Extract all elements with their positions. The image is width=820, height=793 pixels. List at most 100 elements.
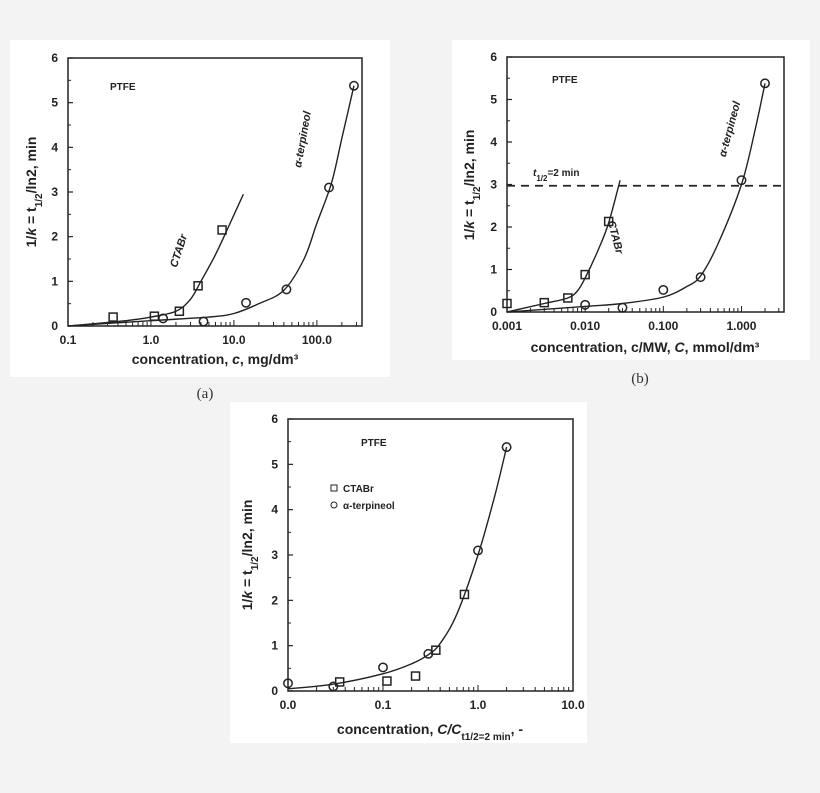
x-axis-label: concentration, c/MW, C, mmol/dm³: [531, 339, 760, 355]
y-axis-label-part: = t: [239, 570, 255, 591]
y-axis-label-part: 1/: [23, 236, 39, 248]
fit-curve: [506, 83, 766, 313]
y-tick-label: 0: [271, 684, 278, 698]
y-tick-label: 5: [51, 96, 58, 110]
y-axis-label-part: /ln2, min: [461, 130, 477, 187]
series-alpha-terpineol: [580, 78, 770, 313]
x-axis-label-part: t1/2=2 min: [461, 732, 510, 743]
fit-curve: [287, 446, 508, 690]
x-tick-label: 0.0: [280, 698, 297, 712]
x-tick-label: 1.000: [726, 319, 756, 333]
data-point-square: [539, 297, 550, 308]
data-point-circle: [423, 648, 434, 659]
series-alpha-terpineol: [158, 80, 359, 327]
data-point-square: [563, 293, 573, 303]
chart-panel: [230, 402, 587, 743]
data-point-circle: [658, 284, 669, 295]
legend-marker-circle: [330, 501, 338, 509]
y-tick-label: 3: [271, 548, 278, 562]
reference-line-label-part: 1/2: [536, 174, 548, 183]
chart-a: 0 1 2 3 4 5 6 0.1 1.0 10.0 100.0 1/k = t1/2/ln2, mi…: [10, 40, 390, 402]
y-axis-label-part: k: [461, 220, 477, 229]
series-alpha-terpineol: [283, 442, 512, 692]
material-annotation: PTFE: [110, 82, 136, 93]
data-point-square: [502, 298, 512, 309]
data-point-circle: [760, 78, 770, 89]
data-point-circle: [324, 182, 334, 193]
y-tick-label: 5: [490, 93, 497, 107]
panel-caption: (b): [631, 371, 649, 387]
x-axis-label-part: , mg/dm³: [240, 351, 299, 367]
x-axis-label-part: c: [232, 351, 240, 367]
data-point-circle: [695, 272, 706, 283]
reference-line-label-part: t: [533, 168, 537, 179]
x-tick-label: 0.1: [375, 698, 392, 712]
data-point-circle: [283, 678, 293, 689]
data-point-circle: [378, 662, 388, 673]
x-tick-label: 0.1: [60, 333, 77, 347]
panel-caption: (a): [197, 386, 214, 402]
data-point-square: [174, 306, 185, 317]
x-axis-label-part: C/C: [437, 721, 462, 737]
y-axis-label-part: 1/: [239, 599, 255, 611]
chart-c: 0 1 2 3 4 5 6 0.0 0.1 1.0 10.0 1/k = t1/2/ln2, min c…: [230, 402, 587, 743]
data-point-square: [193, 281, 203, 291]
material-annotation: PTFE: [552, 75, 578, 86]
y-axis-label-part: /ln2, min: [23, 137, 39, 194]
x-tick-label: 1.0: [143, 333, 160, 347]
y-tick-label: 5: [271, 457, 278, 471]
y-tick-label: 4: [490, 135, 497, 149]
y-tick-label: 0: [490, 305, 497, 319]
x-tick-label: 0.001: [492, 319, 522, 333]
data-point-circle: [158, 313, 169, 324]
series-ctabr: [108, 225, 227, 322]
y-tick-label: 6: [490, 50, 497, 64]
data-point-circle: [328, 681, 339, 692]
data-point-circle: [473, 545, 483, 556]
data-point-square: [603, 216, 614, 227]
data-point-square: [149, 311, 160, 321]
x-axis-label: concentration, C/Ct1/2=2 min, -: [337, 721, 523, 743]
x-axis-label-part: C: [675, 339, 686, 355]
data-point-square: [459, 589, 470, 600]
y-tick-label: 4: [271, 503, 278, 517]
fit-curve: [67, 85, 355, 327]
y-axis-label: 1/k = t1/2/ln2, min: [23, 137, 45, 248]
y-axis-label-part: /ln2, min: [239, 500, 255, 557]
y-tick-label: 3: [490, 178, 497, 192]
y-tick-label: 6: [51, 51, 58, 65]
reference-line-label: t1/2=2 min: [533, 168, 579, 183]
material-annotation: PTFE: [361, 438, 387, 449]
y-tick-label: 2: [271, 593, 278, 607]
data-point-circle: [501, 442, 512, 453]
data-point-square: [217, 225, 227, 235]
x-tick-label: 100.0: [302, 333, 332, 347]
data-point-circle: [580, 299, 591, 310]
data-point-square: [108, 312, 118, 322]
data-point-circle: [198, 316, 209, 327]
data-point-square: [334, 677, 345, 687]
y-axis-label: 1/k = t1/2/ln2, min: [239, 500, 261, 611]
data-point-circle: [281, 284, 292, 295]
data-point-circle: [736, 175, 747, 186]
data-point-circle: [241, 297, 251, 308]
x-tick-label: 0.010: [570, 319, 600, 333]
y-axis-label: 1/k = t1/2/ln2, min: [461, 130, 483, 241]
x-axis-label-part: concentration,: [132, 351, 232, 367]
y-axis-label-part: 1/2: [34, 193, 45, 207]
series-ctabr: [502, 216, 614, 309]
x-axis-label-part: concentration,: [337, 721, 437, 737]
reference-line-label-part: =2 min: [547, 168, 579, 179]
y-axis-label-part: = t: [461, 200, 477, 221]
y-tick-label: 0: [51, 319, 58, 333]
y-axis-label-part: = t: [23, 207, 39, 228]
y-tick-label: 1: [51, 274, 58, 288]
x-axis-label-part: , mmol/dm³: [685, 339, 760, 355]
x-axis-label-part: , -: [511, 721, 524, 737]
x-axis-label: concentration, c, mg/dm³: [132, 351, 299, 367]
y-axis-label-part: k: [23, 227, 39, 236]
y-tick-label: 1: [271, 639, 278, 653]
legend-label: α-terpineol: [343, 501, 395, 512]
x-tick-label: 10.0: [222, 333, 246, 347]
